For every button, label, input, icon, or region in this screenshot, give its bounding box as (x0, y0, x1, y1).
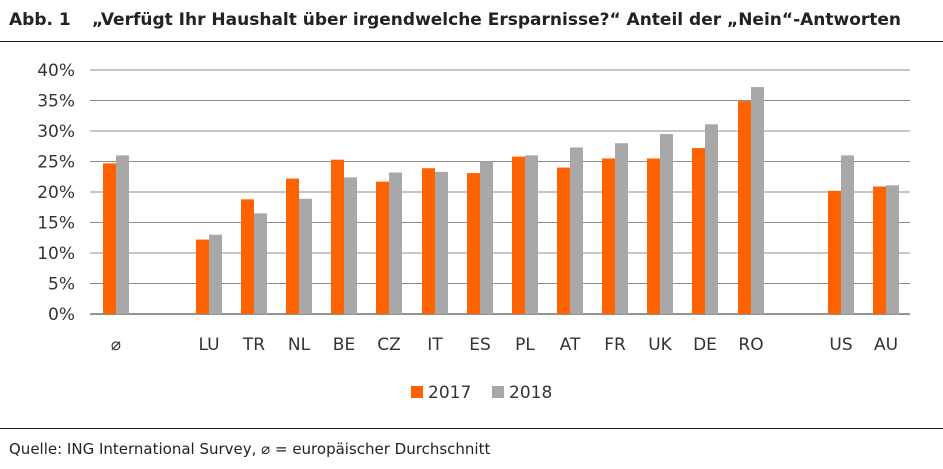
x-category-label: AU (874, 335, 898, 355)
legend-label-2018: 2018 (509, 383, 552, 403)
x-category-label: LU (198, 335, 219, 355)
chart-title: „Verfügt Ihr Haushalt über irgendwelche … (92, 10, 902, 30)
bar-2017-DE (692, 148, 705, 314)
x-category-label: PL (515, 335, 535, 355)
bar-2017-US (828, 190, 841, 314)
chart-area: 0% 5% 10% 15% 20% 25% 30% 35% 40% ⌀ LU TR NL BE CZ IT E… (0, 44, 943, 428)
y-tick-label: 5% (48, 275, 75, 295)
bar-2018-CZ (389, 172, 402, 314)
y-tick-label: 0% (48, 305, 75, 325)
x-axis-categories: ⌀ LU TR NL BE CZ IT ES PL AT FR UK DE RO US AU (111, 335, 898, 355)
legend-swatch-2018 (492, 386, 504, 398)
x-category-label: AT (560, 335, 581, 355)
bar-2017-PL (512, 156, 525, 314)
x-category-label: IT (427, 335, 443, 355)
x-category-label: NL (288, 335, 311, 355)
bar-2018-AU (886, 185, 899, 314)
bar-2017-LU (196, 239, 209, 314)
y-tick-label: 40% (37, 61, 75, 81)
top-divider (0, 41, 943, 42)
bar-2017-ES (467, 173, 480, 314)
bar-2017-NL (286, 178, 299, 314)
source-note: Quelle: ING International Survey, ⌀ = eu… (9, 440, 491, 458)
bar-2018-IT (435, 171, 448, 314)
bar-2017-TR (241, 199, 254, 314)
bar-2018-TR (254, 213, 267, 314)
x-category-label: UK (648, 335, 672, 355)
bar-2017-UK (647, 158, 660, 314)
legend-label-2017: 2017 (428, 383, 471, 403)
x-category-label: US (829, 335, 852, 355)
x-category-label: ES (469, 335, 491, 355)
x-category-label: DE (693, 335, 717, 355)
figure-label: Abb. 1 (9, 10, 71, 30)
bar-2017-FR (602, 158, 615, 314)
x-category-label: RO (738, 335, 763, 355)
bar-2018-AT (570, 147, 583, 314)
x-category-label: ⌀ (111, 335, 121, 355)
legend: 2017 2018 (411, 383, 552, 403)
y-tick-label: 20% (37, 183, 75, 203)
bar-2017-RO (738, 101, 751, 314)
bar-2018-UK (660, 134, 673, 314)
bar-2018-BE (344, 177, 357, 314)
y-tick-label: 25% (37, 153, 75, 173)
bar-2017-⌀ (103, 163, 116, 314)
bar-2018-LU (209, 234, 222, 314)
bar-chart: 0% 5% 10% 15% 20% 25% 30% 35% 40% ⌀ LU TR NL BE CZ IT E… (37, 61, 910, 403)
legend-swatch-2017 (411, 386, 423, 398)
gridlines (90, 69, 910, 315)
bottom-divider (0, 428, 943, 429)
y-axis-ticks: 0% 5% 10% 15% 20% 25% 30% 35% 40% (37, 61, 75, 325)
bar-2018-US (841, 155, 854, 314)
bars (103, 87, 899, 314)
x-category-label: CZ (377, 335, 401, 355)
y-tick-label: 15% (37, 214, 75, 234)
bar-2017-BE (331, 159, 344, 314)
bar-2018-RO (751, 87, 764, 314)
bar-2018-PL (525, 155, 538, 314)
y-tick-label: 30% (37, 122, 75, 142)
bar-2018-⌀ (116, 155, 129, 314)
bar-2018-FR (615, 143, 628, 314)
bar-2018-DE (705, 124, 718, 314)
bar-2018-NL (299, 198, 312, 314)
y-tick-label: 10% (37, 244, 75, 264)
x-category-label: FR (604, 335, 626, 355)
bar-2017-AU (873, 186, 886, 314)
bar-2017-CZ (376, 181, 389, 314)
bar-2018-ES (480, 161, 493, 314)
bar-2017-IT (422, 168, 435, 314)
figure-header: Abb. 1 „Verfügt Ihr Haushalt über irgend… (9, 6, 934, 36)
x-category-label: TR (242, 335, 265, 355)
x-category-label: BE (333, 335, 355, 355)
y-tick-label: 35% (37, 92, 75, 112)
bar-2017-AT (557, 167, 570, 314)
